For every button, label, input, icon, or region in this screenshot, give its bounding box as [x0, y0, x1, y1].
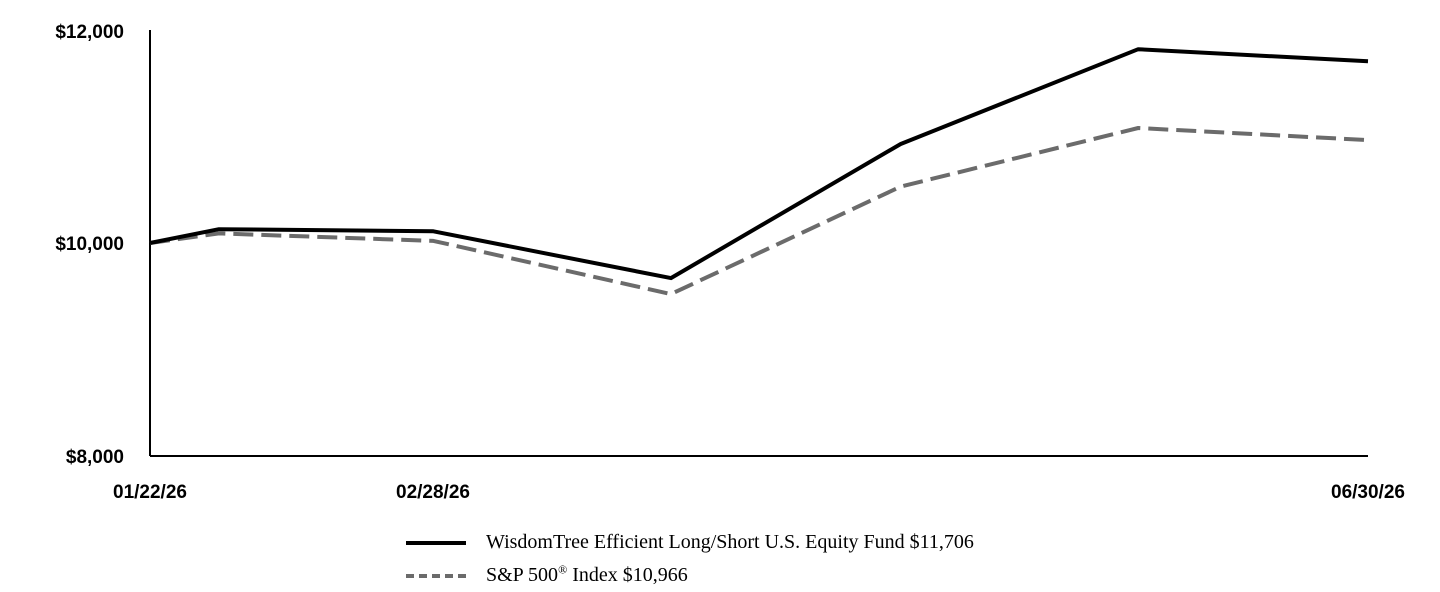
- series-line-fund: [149, 47, 1369, 281]
- legend-item-index: S&P 500® Index $10,966: [406, 559, 974, 592]
- y-tick-label-8000: $8,000: [66, 447, 124, 468]
- x-tick-label-end: 06/30/26: [1331, 482, 1405, 503]
- legend-label-fund: WisdomTree Efficient Long/Short U.S. Equ…: [486, 531, 974, 553]
- legend-item-fund: WisdomTree Efficient Long/Short U.S. Equ…: [406, 526, 974, 559]
- legend-swatch-solid: [406, 540, 466, 545]
- series-line-index: [149, 126, 1369, 297]
- x-tick-label-feb: 02/28/26: [396, 482, 470, 503]
- legend-label-index: S&P 500® Index $10,966: [486, 562, 688, 586]
- y-tick-label-10000: $10,000: [55, 234, 124, 255]
- x-tick-label-start: 01/22/26: [113, 482, 187, 503]
- chart-legend: WisdomTree Efficient Long/Short U.S. Equ…: [406, 526, 974, 592]
- y-tick-label-12000: $12,000: [55, 22, 124, 43]
- legend-swatch-dashed: [406, 573, 466, 578]
